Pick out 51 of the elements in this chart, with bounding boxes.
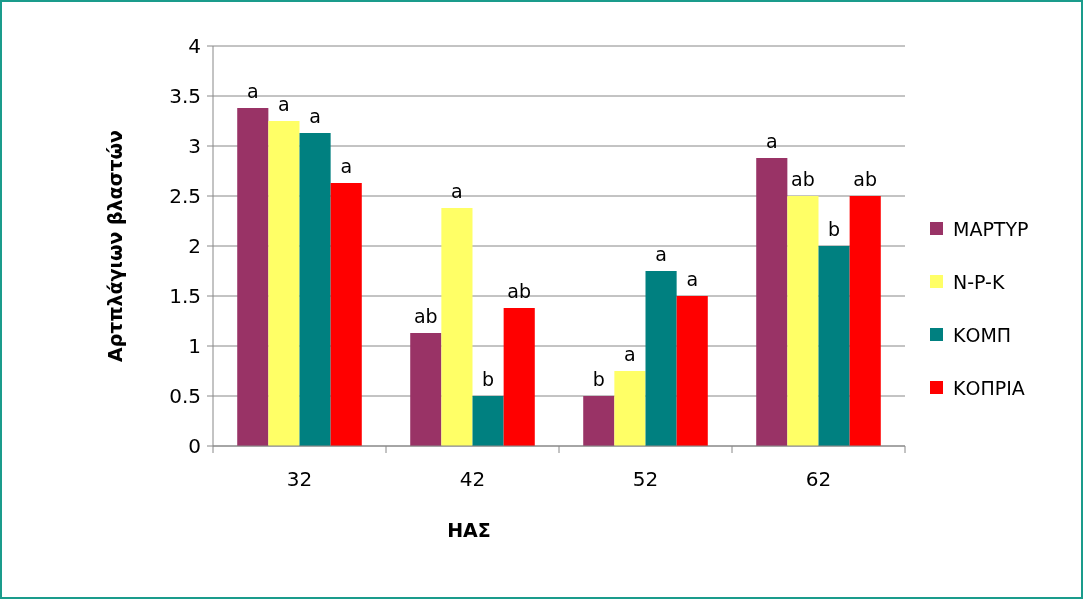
x-tick-label: 52 [632, 467, 659, 491]
data-label: b [828, 218, 841, 240]
bar [849, 196, 881, 446]
y-tick-label: 3 [188, 134, 201, 158]
y-tick-label: 1.5 [169, 284, 201, 308]
data-label: ab [507, 280, 532, 302]
data-label: a [765, 130, 778, 152]
bar [299, 133, 331, 446]
bar [472, 396, 504, 446]
y-tick-label: 0 [188, 434, 201, 458]
bar [676, 296, 708, 446]
legend-label: N-P-K [953, 270, 1005, 293]
bar [330, 183, 362, 446]
data-label: a [451, 180, 463, 202]
y-tick-label: 0.5 [169, 384, 201, 408]
legend-label: ΚΟΠΡΙΑ [953, 376, 1025, 399]
y-tick-label: 4 [188, 34, 201, 58]
data-label: a [624, 343, 636, 365]
data-label: b [592, 368, 605, 390]
y-tick-label: 2.5 [169, 184, 201, 208]
legend-label: ΜΑΡΤΥΡ [953, 217, 1029, 240]
x-axis-title: ΗΑΣ [447, 519, 491, 541]
legend-label: ΚΟΜΠ [953, 323, 1012, 346]
bar [818, 246, 850, 446]
data-label: a [278, 93, 290, 115]
data-label: a [686, 268, 699, 290]
bar [583, 396, 615, 446]
bar [237, 108, 269, 446]
bar [410, 333, 442, 446]
data-label: a [340, 155, 353, 177]
bar [268, 121, 300, 446]
data-label: a [246, 80, 259, 102]
y-axis-title: Αρτπλάγιων βλαστών [104, 129, 126, 363]
data-label: ab [853, 168, 878, 190]
bar [756, 158, 788, 446]
data-label: ab [791, 168, 815, 190]
bar [614, 371, 646, 446]
bar [503, 308, 535, 446]
y-tick-label: 1 [188, 334, 201, 358]
x-tick-label: 42 [459, 467, 486, 491]
bar [787, 196, 819, 446]
data-label: b [482, 368, 495, 390]
y-tick-label: 2 [188, 234, 201, 258]
x-tick-label: 62 [805, 467, 832, 491]
bar [645, 271, 677, 446]
bar [441, 208, 473, 446]
y-tick-label: 3.5 [169, 84, 201, 108]
data-label: a [309, 105, 321, 127]
data-label: a [655, 243, 667, 265]
x-tick-label: 32 [286, 467, 313, 491]
data-label: ab [413, 305, 438, 327]
